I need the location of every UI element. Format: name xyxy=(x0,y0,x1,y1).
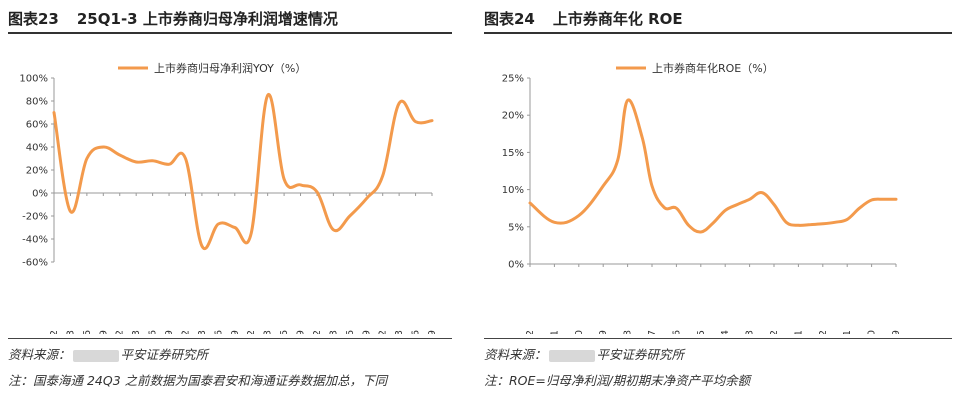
right-x-tick-label: 2012-11 xyxy=(549,330,560,334)
right-x-tick-label: 2019-04 xyxy=(720,330,731,334)
right-x-tick-label: 2017-06 xyxy=(671,330,682,334)
right-chart-title: 图表24 上市券商年化 ROE xyxy=(484,6,952,34)
right-x-tick-label: 2011-12 xyxy=(525,330,536,334)
right-chart: 25% 20% 15% 10% 5% 0% 2011-12 2012-11 2013-10 201… xyxy=(502,61,902,334)
left-x-tick-label: 2024-06 xyxy=(345,330,356,334)
left-x-tick-label: 2023-12 xyxy=(312,330,323,334)
left-figure-number: 图表23 xyxy=(8,10,59,28)
right-y-tick-label: 10% xyxy=(502,185,524,196)
left-x-tick-label: 2025-09 xyxy=(427,330,438,334)
right-panel: 图表24 上市券商年化 ROE 25% 20% 15% 10% 5% 0% 2011-12 20… xyxy=(476,0,960,400)
right-x-tick-label: 2023-11 xyxy=(842,330,853,334)
left-y-tick-label: 100% xyxy=(19,74,48,85)
left-source: 资料来源： 平安证券研究所 xyxy=(8,344,452,363)
left-x-tick-label: 2023-06 xyxy=(279,330,290,334)
right-x-tick-label: 2014-09 xyxy=(598,330,609,334)
left-x-tick-label: 2022-03 xyxy=(197,330,208,334)
right-x-tick-label: 2022-12 xyxy=(818,330,829,334)
left-source-prefix: 资料来源： xyxy=(8,347,71,362)
left-x-tick-label: 2020-09 xyxy=(98,330,109,334)
left-note: 注：国泰海通 24Q3 之前数据为国泰君安和海通证券数据加总，下同 xyxy=(8,373,388,388)
left-y-tick-label: -40% xyxy=(22,235,48,246)
left-y-tick-label: 20% xyxy=(26,166,48,177)
right-source-suffix: 平安证券研究所 xyxy=(596,347,685,362)
right-source-prefix: 资料来源： xyxy=(484,347,547,362)
left-x-tick-label: 2024-12 xyxy=(378,330,389,334)
left-x-tick-label: 2019-12 xyxy=(49,330,60,334)
right-x-tick-label: 2015-08 xyxy=(623,330,634,334)
left-x-tick-label: 2021-03 xyxy=(131,330,142,334)
right-footer-divider xyxy=(484,338,952,339)
right-y-tick-label: 0% xyxy=(508,260,524,271)
redaction-block xyxy=(548,349,595,362)
left-x-tick-label: 2020-03 xyxy=(65,330,76,334)
right-figure-number: 图表24 xyxy=(484,10,535,28)
left-legend-label: 上市券商归母净利润YOY（%） xyxy=(154,61,306,75)
left-x-tick-label: 2020-12 xyxy=(115,330,126,334)
left-x-tick-label: 2023-09 xyxy=(296,330,307,334)
right-x-tick-label: 2020-03 xyxy=(745,330,756,334)
right-x-tick-label: 2018-05 xyxy=(696,330,707,334)
right-note: 注：ROE=归母净利润/期初期末净资产平均余额 xyxy=(484,373,751,388)
right-legend-label: 上市券商年化ROE（%） xyxy=(652,61,774,75)
right-x-tick-label: 2022-01 xyxy=(793,330,804,334)
right-y-tick-label: 25% xyxy=(502,74,524,85)
left-panel: 图表23 25Q1-3 上市券商归母净利润增速情况 100% 80% 60% 40% 20… xyxy=(0,0,460,400)
left-x-tick-label: 2021-12 xyxy=(180,330,191,334)
left-x-tick-label: 2022-06 xyxy=(213,330,224,334)
left-x-tick-label: 2021-06 xyxy=(148,330,159,334)
left-x-tick-label: 2025-06 xyxy=(411,330,422,334)
right-y-tick-label: 15% xyxy=(502,148,524,159)
right-source: 资料来源： 平安证券研究所 xyxy=(484,344,952,363)
left-x-tick-label: 2021-09 xyxy=(164,330,175,334)
left-x-tick-label: 2022-09 xyxy=(230,330,241,334)
left-x-tick-label: 2025-03 xyxy=(394,330,405,334)
left-y-tick-label: 80% xyxy=(26,97,48,108)
left-y-tick-label: -60% xyxy=(22,258,48,269)
right-x-tick-label: 2021-02 xyxy=(769,330,780,334)
left-source-suffix: 平安证券研究所 xyxy=(120,347,209,362)
right-x-tick-label: 2016-07 xyxy=(647,330,658,334)
left-y-tick-label: -20% xyxy=(22,212,48,223)
left-series-line xyxy=(52,93,434,250)
left-y-tick-label: 0% xyxy=(32,189,48,200)
left-footer-divider xyxy=(8,338,452,339)
left-y-tick-label: 60% xyxy=(26,120,48,131)
right-title-text: 上市券商年化 ROE xyxy=(552,10,683,28)
right-x-tick-label: 2024-10 xyxy=(867,330,878,334)
left-chart-title: 图表23 25Q1-3 上市券商归母净利润增速情况 xyxy=(8,6,452,34)
redaction-block xyxy=(72,349,119,362)
left-title-text: 25Q1-3 上市券商归母净利润增速情况 xyxy=(76,10,338,28)
left-y-tick-label: 40% xyxy=(26,143,48,154)
right-y-tick-label: 5% xyxy=(508,222,524,233)
right-series-line xyxy=(528,98,898,234)
left-x-tick-label: 2022-12 xyxy=(246,330,257,334)
left-x-tick-label: 2024-09 xyxy=(361,330,372,334)
left-x-tick-label: 2024-03 xyxy=(328,330,339,334)
left-chart: 100% 80% 60% 40% 20% 0% -20% -40% -60% 2019-12 202… xyxy=(19,61,438,334)
left-x-tick-label: 2020-06 xyxy=(82,330,93,334)
right-x-tick-label: 2013-10 xyxy=(574,330,585,334)
left-x-tick-label: 2023-03 xyxy=(263,330,274,334)
right-y-tick-label: 20% xyxy=(502,111,524,122)
right-x-tick-label: 2025-09 xyxy=(891,330,902,334)
